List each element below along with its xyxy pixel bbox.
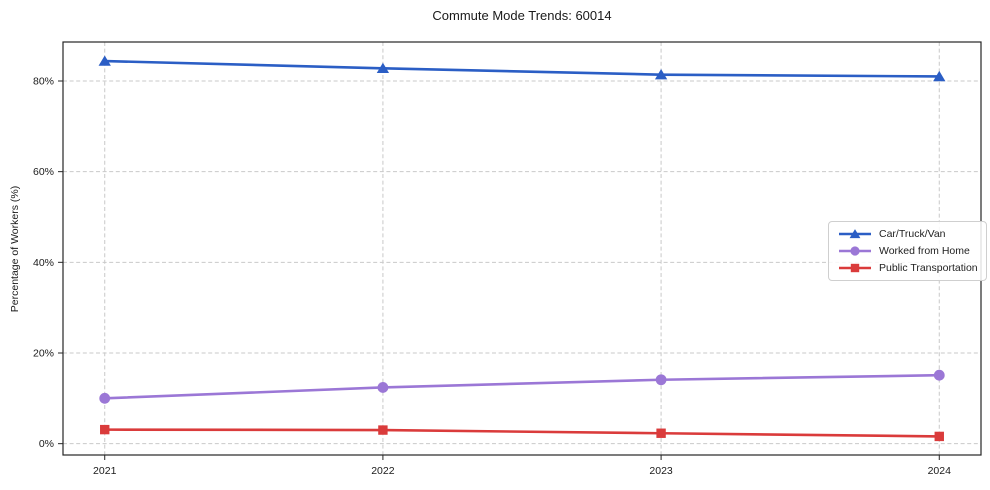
- x-tick-label: 2024: [928, 465, 952, 477]
- legend-marker-circle-icon: [850, 246, 860, 256]
- series-line-public-transportation: [104, 428, 940, 438]
- legend-swatch-square-icon: [839, 263, 871, 273]
- legend-item-car-truck-van: Car/Truck/Van: [837, 227, 978, 241]
- data-point-worked-from-home: [655, 374, 667, 386]
- legend-label: Car/Truck/Van: [879, 228, 946, 240]
- data-point-car-truck-van: [933, 70, 946, 82]
- data-point-car-truck-van: [654, 69, 668, 80]
- data-point-public-transportation: [656, 428, 666, 438]
- series-line-worked-from-home: [104, 373, 940, 400]
- y-tick-label: 20%: [33, 347, 54, 359]
- data-point-car-truck-van: [376, 62, 390, 74]
- data-point-public-transportation: [378, 425, 388, 435]
- legend-label: Worked from Home: [879, 245, 970, 257]
- data-point-worked-from-home: [933, 369, 945, 381]
- y-tick-label: 40%: [33, 257, 54, 269]
- legend-label: Public Transportation: [879, 262, 978, 274]
- x-tick-label: 2023: [649, 465, 673, 477]
- series-line-car-truck-van: [104, 59, 940, 78]
- data-point-public-transportation: [934, 431, 944, 442]
- data-point-worked-from-home: [99, 392, 111, 404]
- x-tick-label: 2022: [371, 465, 395, 477]
- data-point-public-transportation: [100, 424, 110, 435]
- legend-item-public-transportation: Public Transportation: [837, 261, 978, 275]
- y-tick-label: 60%: [33, 166, 54, 178]
- chart-legend: Car/Truck/Van Worked from Home Public Tr…: [828, 221, 987, 281]
- legend-marker-triangle-icon: [849, 229, 861, 239]
- x-tick-label: 2021: [93, 465, 117, 477]
- y-tick-label: 80%: [33, 75, 54, 87]
- data-point-car-truck-van: [98, 55, 111, 66]
- legend-marker-square-icon: [850, 263, 860, 273]
- y-tick-label: 0%: [39, 438, 54, 450]
- data-point-worked-from-home: [377, 382, 389, 393]
- chart-title: Commute Mode Trends: 60014: [432, 8, 612, 23]
- legend-swatch-triangle-icon: [839, 229, 871, 239]
- legend-swatch-circle-icon: [839, 246, 871, 256]
- legend-item-worked-from-home: Worked from Home: [837, 244, 978, 258]
